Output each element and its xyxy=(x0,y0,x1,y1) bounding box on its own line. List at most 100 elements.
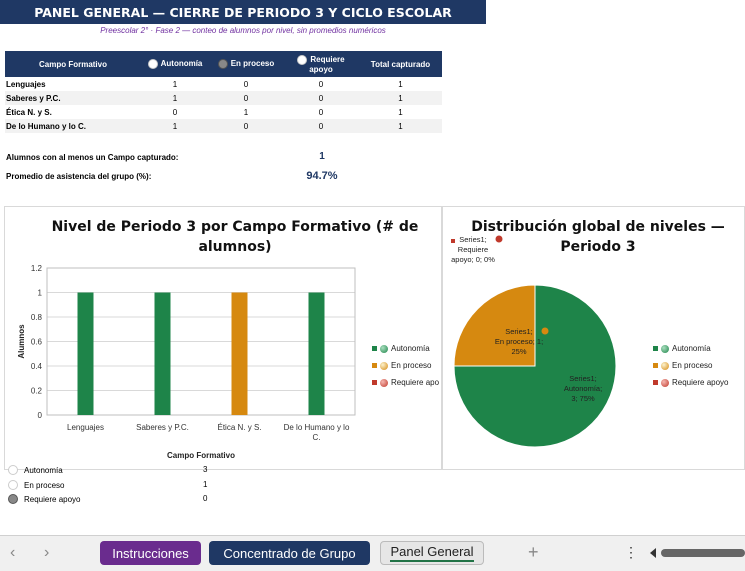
x-tick-label: Ética N. y S. xyxy=(217,423,261,432)
cell-proceso[interactable]: 0 xyxy=(243,79,249,89)
table-row: De lo Humano y lo C. 1 0 0 1 xyxy=(5,119,442,133)
lower-legend-apoyo: Requiere apoyo xyxy=(8,494,80,504)
chevron-right-icon[interactable]: › xyxy=(44,544,50,561)
cell-total[interactable]: 1 xyxy=(398,107,403,117)
cell-apoyo[interactable]: 0 xyxy=(318,107,324,117)
pie-label-swatch xyxy=(451,239,455,243)
bar xyxy=(231,292,248,415)
col-total[interactable]: Total capturado xyxy=(359,51,442,77)
tab-panel-general-label: Panel General xyxy=(390,544,474,562)
add-sheet-icon[interactable]: + xyxy=(528,542,539,562)
y-tick-label: 0.6 xyxy=(31,338,43,347)
proceso-circle-icon xyxy=(217,59,228,69)
cell-total[interactable]: 1 xyxy=(359,91,442,105)
cell-campo[interactable]: Ética N. y S. xyxy=(6,107,52,117)
col-proceso[interactable]: En proceso xyxy=(209,51,283,77)
tab-panel-general[interactable]: Panel General xyxy=(380,541,484,565)
cell-proceso[interactable]: 0 xyxy=(209,119,283,133)
cell-total[interactable]: 1 xyxy=(398,79,403,89)
cell-autonomia[interactable]: 1 xyxy=(172,79,178,89)
pie-chart-panel[interactable]: Distribución global de niveles — Periodo… xyxy=(442,206,745,470)
pie-data-label: Series1; xyxy=(459,235,487,244)
lower-legend-label: Requiere apoyo xyxy=(24,494,81,504)
pie-data-label: Autonomía; xyxy=(564,384,602,393)
pie-data-label: apoyo; 0; 0% xyxy=(451,255,495,264)
tab-instrucciones[interactable]: Instrucciones xyxy=(100,541,201,565)
y-tick-label: 0.4 xyxy=(31,362,43,371)
apoyo-circle-icon xyxy=(8,494,18,504)
apoyo-legend-swatch xyxy=(653,380,658,385)
page-title-text: PANEL GENERAL — CIERRE DE PERIODO 3 Y CI… xyxy=(34,4,452,20)
pie-legend-item-apoyo: Requiere apoyo xyxy=(653,378,728,387)
scroll-left-icon[interactable] xyxy=(650,548,656,558)
bar-legend-item-apoyo: Requiere apo xyxy=(372,378,442,387)
alumnos-label[interactable]: Alumnos con al menos un Campo capturado: xyxy=(6,153,179,162)
col-apoyo[interactable]: Requiere apoyo xyxy=(283,51,359,77)
y-tick-label: 0.2 xyxy=(31,387,43,396)
cell-autonomia[interactable]: 1 xyxy=(141,91,209,105)
tab-concentrado-de-grupo[interactable]: Concentrado de Grupo xyxy=(209,541,370,565)
asistencia-value[interactable]: 94.7% xyxy=(306,170,338,182)
cell-apoyo[interactable]: 0 xyxy=(283,119,359,133)
autonomia-circle-icon xyxy=(147,59,158,69)
cell-autonomia[interactable]: 1 xyxy=(141,119,209,133)
bar xyxy=(154,292,171,415)
autonomia-dot-icon xyxy=(380,344,388,353)
bar-chart-svg: 0 0.2 0.4 0.6 0.8 1 1.2 Lenguajes Saberes y P.C.… xyxy=(17,264,356,460)
alumnos-value[interactable]: 1 xyxy=(319,151,325,162)
pie-label-dot-icon xyxy=(605,374,613,382)
bar-legend-item-autonomia: Autonomía xyxy=(372,344,430,353)
bar xyxy=(77,292,94,415)
legend-label: En proceso xyxy=(391,361,432,370)
pie-chart-title: Distribución global de niveles — Periodo… xyxy=(471,219,725,255)
legend-label: Requiere apo xyxy=(391,378,440,387)
cell-campo[interactable]: Saberes y P.C. xyxy=(5,91,141,105)
autonomia-dot-icon xyxy=(661,344,669,353)
lower-legend-proceso: En proceso xyxy=(8,480,64,490)
cell-apoyo[interactable]: 0 xyxy=(318,79,324,89)
lower-legend-value: 3 xyxy=(203,465,208,474)
asistencia-label[interactable]: Promedio de asistencia del grupo (%): xyxy=(6,172,152,181)
proceso-legend-swatch xyxy=(372,363,377,368)
sheet-tab-bar: ‹ › Instrucciones Concentrado de Grupo P… xyxy=(0,535,745,571)
cell-proceso[interactable]: 0 xyxy=(209,91,283,105)
col-campo[interactable]: Campo Formativo xyxy=(5,51,141,77)
autonomia-legend-swatch xyxy=(653,346,658,351)
cell-proceso[interactable]: 1 xyxy=(243,107,249,117)
col-autonomia-label: Autonomía xyxy=(160,59,203,69)
pie-slice xyxy=(453,284,536,367)
cell-autonomia[interactable]: 0 xyxy=(172,107,178,117)
proceso-legend-swatch xyxy=(653,363,658,368)
page-title: PANEL GENERAL — CIERRE DE PERIODO 3 Y CI… xyxy=(0,0,486,24)
proceso-dot-icon xyxy=(380,361,388,370)
pie-label-dot-icon xyxy=(495,235,503,243)
pie-data-label: Series1; xyxy=(569,374,597,383)
legend-label: En proceso xyxy=(672,361,713,370)
col-apoyo-label: Requiere apoyo xyxy=(309,54,345,74)
lower-legend-value: 1 xyxy=(203,480,208,489)
bar-chart-panel[interactable]: Nivel de Periodo 3 por Campo Formativo (… xyxy=(4,206,442,470)
table-row: Lenguajes 1 0 0 1 xyxy=(5,77,442,91)
pie-data-label: Series1; xyxy=(505,327,533,336)
cell-apoyo[interactable]: 0 xyxy=(283,91,359,105)
pie-legend-item-proceso: En proceso xyxy=(653,361,712,370)
cell-campo[interactable]: Lenguajes xyxy=(6,79,46,89)
pie-chart-svg: Series1;Autonomía;3; 75%Series1;En proce… xyxy=(451,235,617,448)
chevron-left-icon[interactable]: ‹ xyxy=(10,544,16,561)
legend-label: Requiere apoyo xyxy=(672,378,729,387)
proceso-dot-icon xyxy=(661,361,669,370)
bar xyxy=(308,292,325,415)
col-autonomia[interactable]: Autonomía xyxy=(141,51,209,77)
horizontal-scrollbar[interactable] xyxy=(661,549,745,557)
page-subtitle: Preescolar 2° · Fase 2 — conteo de alumn… xyxy=(100,26,386,35)
pie-label-dot-icon xyxy=(541,327,549,335)
apoyo-legend-swatch xyxy=(372,380,377,385)
more-options-icon[interactable]: ⋮ xyxy=(624,544,638,560)
pie-data-label: Requiere xyxy=(458,245,488,254)
lower-legend-value: 0 xyxy=(203,494,208,503)
cell-campo[interactable]: De lo Humano y lo C. xyxy=(5,119,141,133)
cell-total[interactable]: 1 xyxy=(359,119,442,133)
x-tick-label: De lo Humano y lo xyxy=(284,423,350,432)
y-tick-label: 1 xyxy=(38,289,43,298)
